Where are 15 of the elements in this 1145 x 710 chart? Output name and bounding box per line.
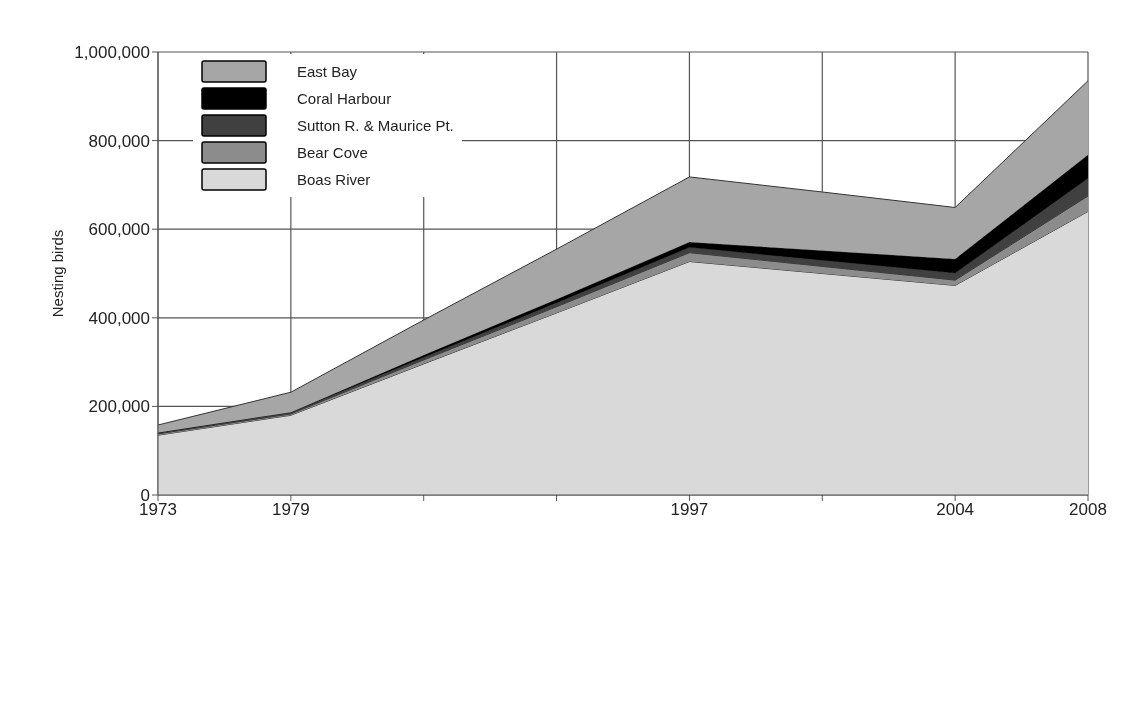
x-tick-label: 1979 (271, 500, 310, 520)
y-axis-title: Nesting birds (49, 229, 67, 318)
legend-label: Sutton R. & Maurice Pt. (297, 117, 454, 134)
x-tick-label: 1997 (670, 500, 709, 520)
legend-label: Boas River (297, 171, 371, 188)
y-tick-label: 1,000,000 (74, 43, 150, 63)
x-tick-label: 2008 (1069, 500, 1107, 520)
x-tick-label: 2004 (936, 500, 975, 520)
y-tick-label: 600,000 (88, 220, 150, 240)
y-tick-label: 200,000 (88, 397, 150, 417)
y-tick-label: 800,000 (88, 131, 150, 151)
y-tick-label: 400,000 (88, 308, 150, 328)
legend-label: East Bay (297, 63, 358, 80)
legend-label: Bear Cove (297, 144, 368, 161)
legend-label: Coral Harbour (297, 90, 392, 107)
